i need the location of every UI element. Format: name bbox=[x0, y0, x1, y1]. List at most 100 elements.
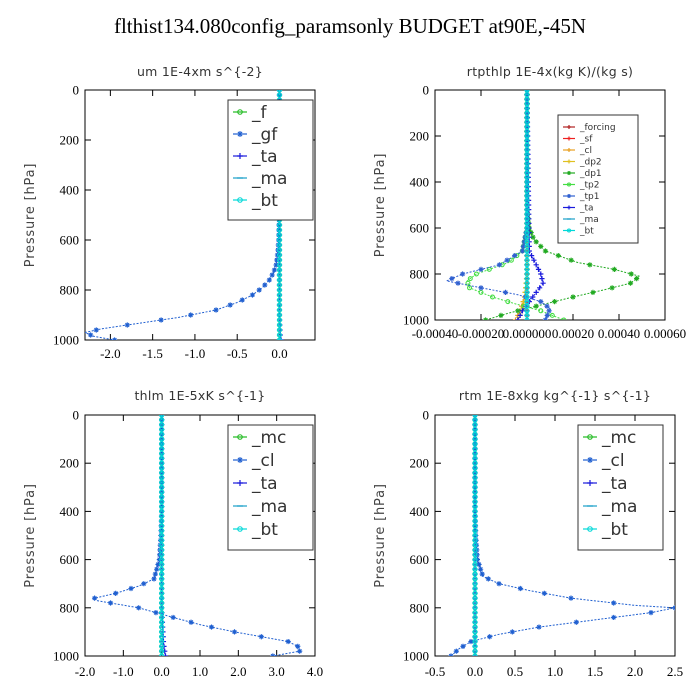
series-marker bbox=[478, 266, 484, 272]
series-marker bbox=[159, 552, 165, 558]
y-tick-label: 800 bbox=[410, 267, 430, 282]
legend-marker bbox=[567, 136, 571, 141]
series-marker bbox=[517, 312, 523, 318]
series-marker bbox=[271, 267, 278, 273]
series-marker bbox=[496, 581, 502, 587]
legend-label: _tp1 bbox=[579, 192, 599, 202]
series-marker bbox=[524, 92, 530, 98]
legend-marker bbox=[237, 526, 243, 532]
x-tick-label: 2.0 bbox=[230, 664, 246, 679]
series-marker bbox=[555, 253, 561, 259]
series-marker bbox=[472, 451, 478, 457]
series-marker bbox=[524, 299, 530, 305]
legend-marker bbox=[237, 153, 243, 159]
series-marker bbox=[524, 174, 530, 180]
series-marker bbox=[672, 605, 675, 611]
series-marker bbox=[159, 475, 165, 481]
series-marker bbox=[524, 179, 530, 185]
series-marker bbox=[159, 624, 165, 630]
series-marker bbox=[159, 513, 165, 519]
series-marker bbox=[587, 262, 593, 268]
y-tick-label: 200 bbox=[410, 129, 430, 144]
series-marker bbox=[276, 277, 282, 283]
y-tick-label: 600 bbox=[60, 552, 80, 567]
series-marker bbox=[544, 312, 550, 318]
series-marker bbox=[159, 415, 165, 418]
series-marker bbox=[590, 289, 596, 295]
y-tick-label: 400 bbox=[60, 504, 80, 519]
series-bt bbox=[472, 415, 478, 656]
series-bt bbox=[524, 90, 530, 320]
legend-label: _mc bbox=[251, 428, 286, 448]
series-marker bbox=[472, 629, 478, 635]
series-marker bbox=[159, 590, 165, 596]
series-marker bbox=[460, 643, 466, 649]
series-marker bbox=[472, 576, 478, 582]
series-marker bbox=[262, 282, 268, 288]
plot-area bbox=[444, 90, 641, 320]
x-tick-label: -1.0 bbox=[113, 664, 134, 679]
series-marker bbox=[524, 115, 530, 121]
series-marker bbox=[472, 639, 478, 645]
series-marker bbox=[276, 237, 282, 243]
y-tick-label: 0 bbox=[73, 408, 80, 423]
series-marker bbox=[448, 653, 454, 656]
series-marker bbox=[124, 322, 130, 328]
y-tick-label: 800 bbox=[410, 600, 430, 615]
series-marker bbox=[473, 271, 479, 277]
series-marker bbox=[524, 308, 530, 314]
series-marker bbox=[159, 499, 165, 505]
series-marker bbox=[478, 289, 484, 295]
legend-marker bbox=[587, 480, 593, 486]
chart-title: um 1E-4xm s^{-2} bbox=[137, 64, 263, 79]
series-marker bbox=[269, 272, 275, 278]
series-marker bbox=[258, 634, 264, 640]
legend-marker bbox=[237, 131, 243, 137]
series-marker bbox=[538, 308, 544, 314]
series-marker bbox=[472, 590, 478, 596]
chart-um: um 1E-4xm s^{-2} Pressure [hPa] 0 200 400 600… bbox=[23, 64, 316, 361]
y-tick-label: 1000 bbox=[403, 313, 429, 328]
series-marker bbox=[515, 317, 521, 320]
series-marker bbox=[107, 600, 114, 606]
legend: _f_gf_ta_ma_bt bbox=[227, 99, 314, 221]
series-marker bbox=[627, 280, 634, 286]
series-marker bbox=[472, 566, 478, 572]
series-marker bbox=[524, 96, 530, 102]
series-marker bbox=[472, 446, 478, 452]
series-marker bbox=[531, 257, 537, 263]
series-marker bbox=[159, 533, 165, 539]
series-marker bbox=[159, 479, 165, 485]
series-marker bbox=[524, 243, 530, 249]
x-tick-label: -0.5 bbox=[425, 664, 446, 679]
series-marker bbox=[533, 239, 539, 245]
series-marker bbox=[524, 234, 530, 240]
series-marker bbox=[159, 441, 165, 447]
series-marker bbox=[472, 595, 478, 601]
series-marker bbox=[159, 586, 165, 592]
series-marker bbox=[276, 297, 282, 303]
series-marker bbox=[530, 234, 536, 240]
series-marker bbox=[549, 312, 555, 318]
y-tick-label: 0 bbox=[423, 408, 430, 423]
series-marker bbox=[276, 227, 282, 233]
legend-label: _f bbox=[251, 103, 268, 123]
series-marker bbox=[524, 289, 530, 295]
legend: _mc _cl _ta _ma _bt bbox=[227, 424, 314, 551]
series-marker bbox=[524, 147, 530, 153]
series-marker bbox=[159, 571, 165, 577]
series-marker bbox=[472, 542, 478, 548]
x-tick-label: 0.00020 bbox=[552, 326, 594, 341]
y-tick-label: 400 bbox=[410, 504, 430, 519]
series-marker bbox=[159, 460, 165, 466]
series-marker bbox=[478, 285, 484, 291]
series-marker bbox=[295, 643, 301, 649]
series-marker bbox=[276, 332, 282, 338]
legend-label: _gf bbox=[251, 125, 278, 145]
series-marker bbox=[611, 266, 617, 272]
series-marker bbox=[159, 431, 165, 437]
x-tick-label: -1.5 bbox=[142, 346, 163, 361]
series-marker bbox=[524, 202, 530, 208]
series-marker bbox=[472, 422, 478, 428]
series-line bbox=[466, 90, 564, 320]
